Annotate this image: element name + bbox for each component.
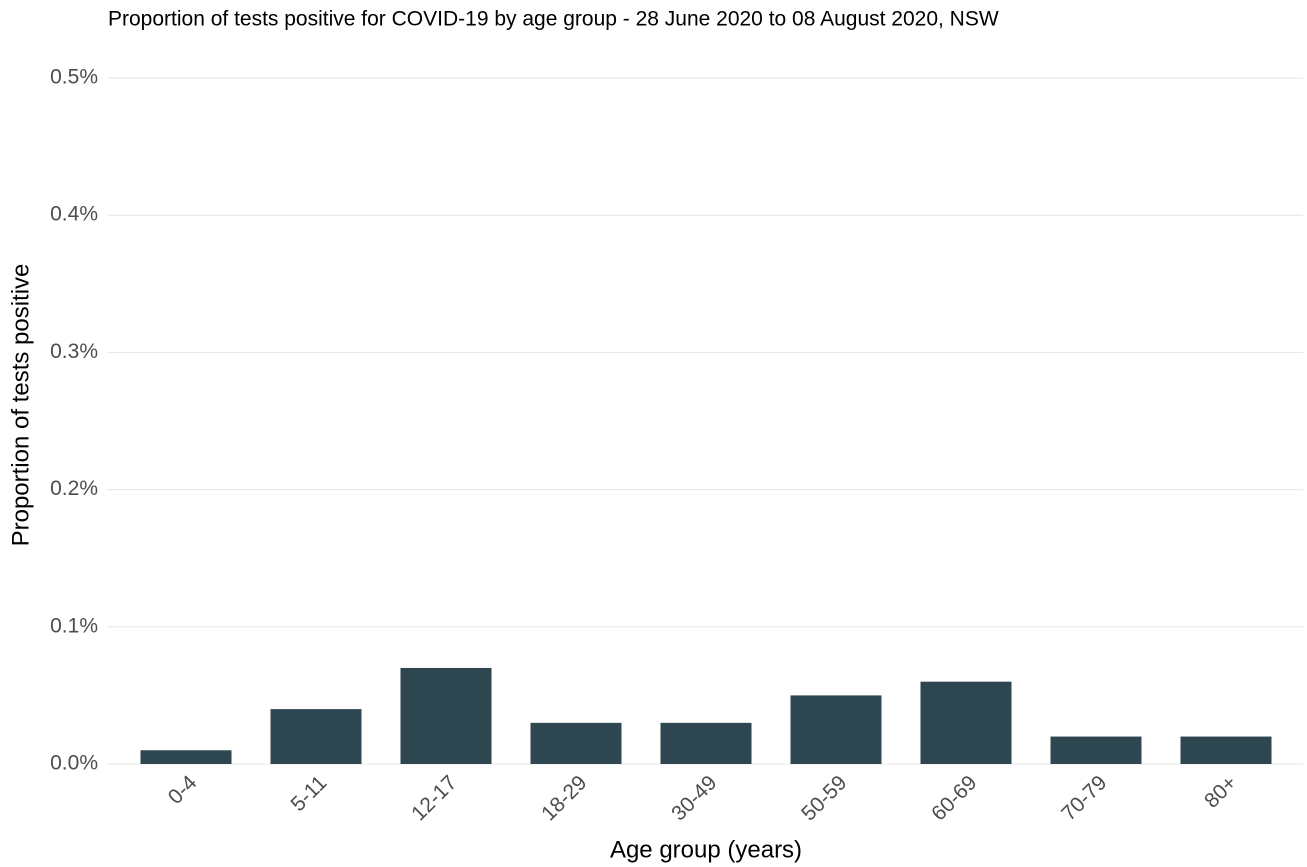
x-tick-label: 12-17 [407,771,461,825]
bar [1180,736,1272,764]
y-tick-label: 0.4% [50,203,98,226]
x-tick-label: 50-59 [797,771,851,825]
x-tick-label: 80+ [1200,771,1241,812]
x-tick-label: 0-4 [164,771,202,809]
y-axis-title: Proportion of tests positive [7,264,34,547]
bar [790,695,882,764]
chart-title: Proportion of tests positive for COVID-1… [108,8,999,31]
x-tick-label: 30-49 [667,771,721,825]
x-axis-title: Age group (years) [610,836,802,863]
x-tick-label: 60-69 [927,771,981,825]
y-tick-label: 0.1% [50,614,98,637]
y-tick-label: 0.5% [50,66,98,89]
bar [400,667,492,764]
y-tick-label: 0.2% [50,477,98,500]
bar [530,722,622,764]
y-tick-label: 0.3% [50,340,98,363]
bar [1050,736,1142,764]
bar [140,750,232,764]
bar [270,709,362,764]
y-tick-label: 0.0% [50,752,98,775]
bar [660,722,752,764]
x-tick-label: 70-79 [1057,771,1111,825]
x-tick-label: 18-29 [537,771,591,825]
x-tick-label: 5-11 [287,771,332,816]
bar [920,681,1012,764]
